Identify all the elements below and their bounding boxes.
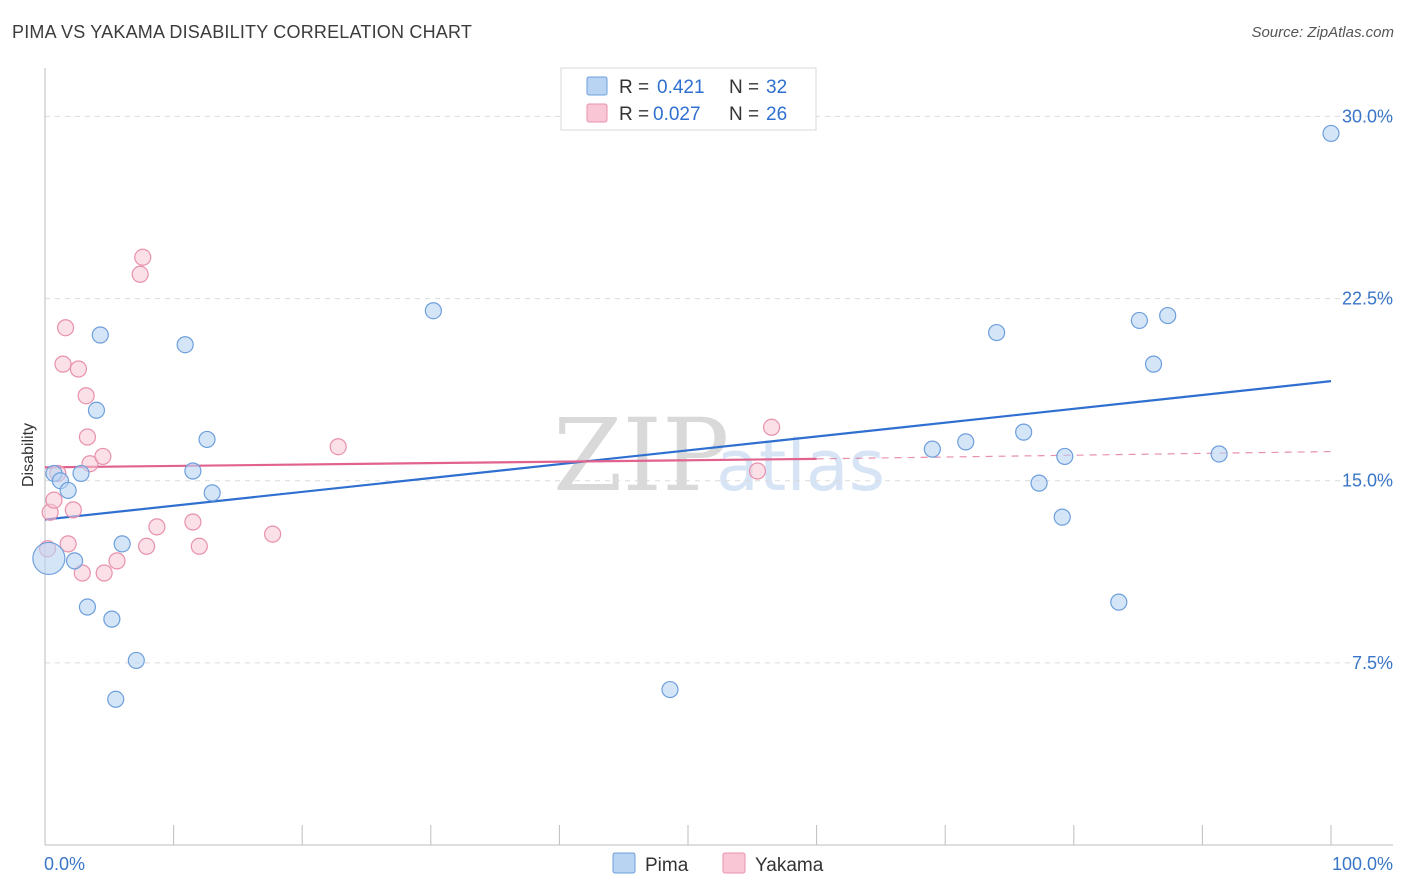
yakama-point xyxy=(45,491,63,509)
yakama-point xyxy=(54,355,72,373)
yakama-point xyxy=(190,537,208,555)
yakama-point xyxy=(148,518,166,536)
trend-lines xyxy=(44,380,1332,521)
legend-pima-swatch xyxy=(586,76,608,96)
chart-title: PIMA VS YAKAMA DISABILITY CORRELATION CH… xyxy=(12,22,473,42)
yakama-trend-line xyxy=(44,457,817,469)
legend-yakama-r-label: R = xyxy=(619,104,649,125)
yakama-point xyxy=(56,319,75,337)
pima-point xyxy=(661,680,679,699)
pima-point xyxy=(1056,447,1074,466)
x-tick-label-max: 100.0% xyxy=(1332,854,1393,874)
yakama-point xyxy=(264,525,282,543)
legend-pima-n-value: 32 xyxy=(766,77,787,98)
legend-pima-r-label: R = xyxy=(619,77,649,98)
yakama-point xyxy=(762,418,781,436)
pima-point xyxy=(1322,124,1340,143)
yakama-point xyxy=(73,564,91,582)
legend-yakama-n-label: N = xyxy=(729,104,759,125)
pima-point xyxy=(424,302,442,320)
pima-point xyxy=(988,323,1006,342)
yakama-point xyxy=(95,564,113,582)
pima-point xyxy=(198,430,216,449)
y-axis-title: Disability xyxy=(20,423,37,487)
pima-point xyxy=(1110,593,1128,611)
y-tick-label: 30.0% xyxy=(1342,106,1393,126)
yakama-point xyxy=(748,462,767,480)
pima-point xyxy=(107,690,125,708)
pima-point xyxy=(1015,423,1033,441)
pima-point xyxy=(1053,508,1071,526)
tick-labels: 7.5% 15.0% 22.5% 30.0% 0.0% 100.0% xyxy=(44,106,1393,874)
yakama-point xyxy=(94,447,112,466)
pima-point xyxy=(113,535,131,553)
legend-pima-r-value: 0.421 xyxy=(657,77,705,98)
pima-point xyxy=(87,401,106,419)
legend-box: R = 0.421 N = 32 R = 0.027 N = 26 xyxy=(560,67,817,131)
x-tick-label-min: 0.0% xyxy=(44,854,85,874)
pima-point xyxy=(184,462,202,480)
legend-pima-n-label: N = xyxy=(729,77,759,98)
data-points xyxy=(32,124,1340,708)
legend-yakama-swatch xyxy=(586,103,608,123)
legend-yakama-n-value: 26 xyxy=(766,104,787,125)
yakama-trend-extension xyxy=(816,450,1332,460)
pima-point xyxy=(59,481,77,500)
pima-point xyxy=(1130,311,1148,330)
y-tick-label: 7.5% xyxy=(1352,653,1393,673)
yakama-point xyxy=(131,265,149,283)
legend-yakama-r-value: 0.027 xyxy=(653,104,701,125)
pima-point xyxy=(1030,474,1048,492)
pima-point xyxy=(65,552,84,570)
pima-point xyxy=(203,484,221,502)
pima-point xyxy=(923,440,941,458)
pima-point xyxy=(91,326,109,344)
yakama-point xyxy=(78,428,97,446)
bottom-legend-pima-swatch xyxy=(612,852,636,874)
gridlines xyxy=(45,115,1393,664)
bottom-legend-yakama-label: Yakama xyxy=(755,855,824,876)
yakama-point xyxy=(137,537,156,555)
pima-point xyxy=(176,336,194,354)
yakama-point xyxy=(108,552,126,570)
yakama-point xyxy=(69,360,88,378)
pima-point xyxy=(127,651,145,670)
bottom-legend-yakama-swatch xyxy=(722,852,746,874)
yakama-point xyxy=(64,501,82,519)
pima-point xyxy=(72,464,90,483)
watermark: ZIP atlas xyxy=(553,397,885,514)
pima-point xyxy=(1210,445,1228,463)
pima-point xyxy=(1159,306,1177,325)
y-tick-label: 15.0% xyxy=(1342,471,1393,491)
pima-point xyxy=(32,541,66,576)
yakama-point xyxy=(134,248,152,266)
source-label: Source: ZipAtlas.com xyxy=(1251,24,1394,41)
pima-point xyxy=(78,598,97,616)
bottom-legend: Pima Yakama xyxy=(612,852,824,876)
yakama-point xyxy=(184,513,202,531)
bottom-legend-pima-label: Pima xyxy=(645,855,689,876)
yakama-point xyxy=(77,387,95,405)
yakama-point xyxy=(59,535,77,553)
pima-point xyxy=(1144,355,1163,373)
pima-point xyxy=(957,433,975,451)
yakama-point xyxy=(329,438,347,456)
pima-point xyxy=(103,610,121,628)
pima-trend-line xyxy=(44,380,1332,521)
y-tick-label: 22.5% xyxy=(1342,289,1393,309)
axes xyxy=(44,68,1393,846)
